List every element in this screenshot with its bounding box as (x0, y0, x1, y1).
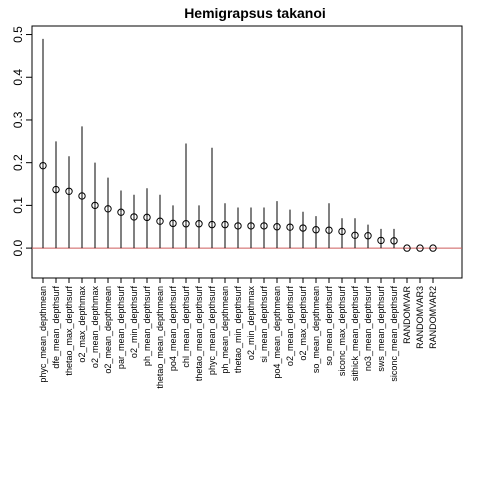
x-tick-label: so_mean_depthmean (311, 286, 321, 373)
data-point (39, 161, 47, 170)
x-tick-label: po4_mean_depthsurf (168, 286, 178, 372)
y-tick-label: 0.3 (11, 111, 25, 128)
x-tick-label: thetao_max_depthsurf (64, 286, 74, 376)
data-point (117, 208, 125, 216)
data-point (52, 185, 60, 194)
x-tick-label: siconc_max_depthsurf (337, 286, 347, 377)
data-point (104, 205, 112, 213)
data-point (286, 223, 294, 231)
x-tick-label: o2_max_depthsurf (298, 286, 308, 361)
x-tick-label: o2_mean_depthmean (103, 286, 113, 374)
data-point (91, 201, 99, 210)
x-tick-label: RANDOMVAR (402, 286, 412, 344)
plot-frame (31, 25, 463, 279)
x-tick-label: par_mean_depthsurf (116, 286, 126, 370)
x-tick-label: phyc_mean_depthsurf (207, 286, 217, 376)
data-point (65, 187, 73, 195)
x-tick-label: no3_mean_depthsurf (363, 286, 373, 372)
data-point (156, 217, 164, 225)
x-tick-label: chl_mean_depthsurf (181, 286, 191, 368)
y-tick-label: 0.5 (11, 26, 25, 43)
data-point (247, 222, 255, 230)
x-tick-label: sws_mean_depthsurf (376, 286, 386, 372)
data-point (377, 236, 385, 245)
data-point (351, 231, 359, 239)
x-tick-label: o2_mean_depthmax (90, 286, 100, 369)
data-point (130, 213, 138, 221)
x-tick-label: RANDOMVAR2 (428, 286, 438, 349)
x-tick-label: ph_mean_depthsurf (142, 286, 152, 367)
data-point (338, 227, 346, 236)
x-tick-label: po4_mean_depthmean (272, 286, 282, 379)
data-point (208, 220, 216, 229)
plot-area: 0.0 0.1 0.2 0.3 0.4 0.5 phyc_mean_depthmean dfe… (11, 25, 463, 389)
data-point (325, 226, 333, 234)
chart-title: Hemigrapsus takanoi (184, 5, 326, 21)
y-tick-label: 0.0 (11, 239, 25, 256)
data-point (169, 219, 177, 228)
data-point (221, 220, 229, 229)
x-tick-label: thetao_mean_depthmean (155, 286, 165, 389)
x-tick-label: phyc_mean_depthmean (38, 286, 48, 383)
x-tick-label: o2_min_depthsurf (129, 286, 139, 359)
data-point (234, 222, 242, 230)
x-tick-label: o2_min_depthmax (246, 286, 256, 361)
data-point (312, 226, 320, 234)
x-tick-label: ph_mean_depthmean (220, 286, 230, 374)
x-tick-label: sithick_mean_depthsurf (350, 286, 360, 382)
x-tick-label: dfe_mean_depthsurf (51, 286, 61, 369)
data-point (182, 220, 190, 228)
data-point (390, 237, 398, 245)
y-tick-label: 0.2 (11, 154, 25, 171)
data-point (429, 244, 437, 252)
x-tick-label: o2_mean_depthsurf (285, 286, 295, 367)
x-tick-label: RANDOMVAR3 (415, 286, 425, 349)
x-tick-label: thetao_mean_depthsurf (194, 286, 204, 382)
x-tick-label: si_mean_depthsurf (259, 286, 269, 363)
data-point (416, 244, 424, 252)
data-point (260, 222, 268, 230)
data-point (78, 192, 86, 200)
x-tick-label: so_mean_depthsurf (324, 286, 334, 366)
x-tick-label: o2_max_depthmax (77, 286, 87, 363)
y-tick-label: 0.4 (11, 69, 25, 86)
x-tick-label: thetao_min_depthsurf (233, 286, 243, 374)
y-tick-label: 0.1 (11, 197, 25, 214)
data-point (195, 220, 203, 228)
data-point (299, 224, 307, 232)
data-point (364, 232, 372, 240)
data-point (403, 244, 411, 252)
x-tick-label: siconc_mean_depthsurf (389, 286, 399, 382)
data-point (143, 213, 151, 222)
data-point (273, 223, 281, 231)
